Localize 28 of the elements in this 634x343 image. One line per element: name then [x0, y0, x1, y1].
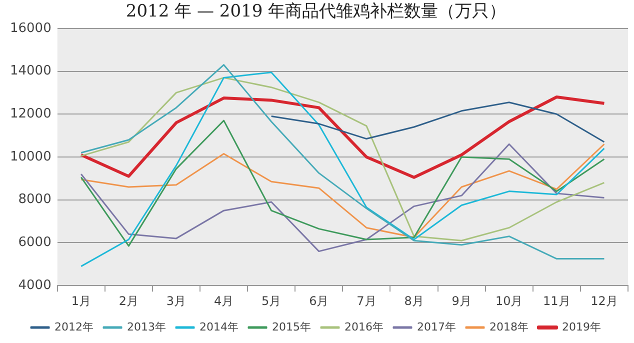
legend-label: 2015年: [272, 320, 312, 334]
legend-label: 2019年: [562, 320, 601, 334]
legend-label: 2014年: [200, 320, 239, 334]
x-tick-label: 5月: [262, 294, 282, 308]
x-tick-label: 6月: [309, 294, 329, 308]
y-tick-label: 10000: [10, 149, 52, 164]
chart-title: 2012 年 — 2019 年商品代雏鸡补栏数量（万只）: [126, 2, 506, 22]
y-tick-label: 8000: [18, 192, 52, 208]
legend-label: 2013年: [127, 320, 166, 334]
x-tick-label: 7月: [356, 294, 376, 308]
y-tick-label: 16000: [10, 20, 52, 36]
legend-label: 2016年: [344, 320, 384, 334]
x-tick-label: 12月: [590, 294, 618, 308]
x-tick-label: 2月: [118, 294, 139, 308]
x-tick-label: 10月: [495, 294, 523, 308]
x-tick-label: 9月: [452, 294, 472, 308]
y-tick-label: 6000: [18, 235, 52, 250]
y-tick-label: 14000: [10, 64, 52, 79]
y-tick-label: 4000: [18, 278, 52, 293]
x-tick-label: 1月: [71, 294, 91, 308]
x-tick-label: 4月: [214, 294, 234, 308]
y-tick-label: 12000: [10, 106, 52, 122]
x-tick-label: 11月: [543, 294, 570, 308]
x-tick-label: 3月: [166, 294, 186, 308]
legend-label: 2018年: [489, 320, 528, 334]
legend-label: 2012年: [54, 320, 94, 334]
legend-label: 2017年: [416, 320, 456, 334]
x-tick-label: 8月: [404, 294, 424, 308]
